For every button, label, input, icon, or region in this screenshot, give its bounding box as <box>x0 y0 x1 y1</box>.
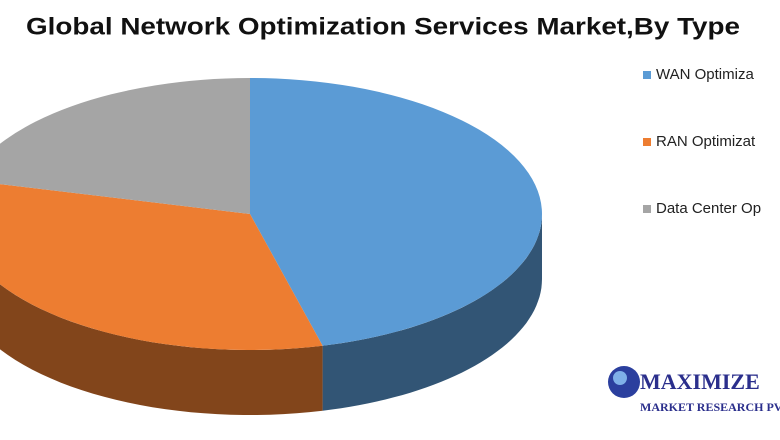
legend-swatch <box>643 205 651 213</box>
legend-swatch <box>643 138 651 146</box>
chart-title: Global Network Optimization Services Mar… <box>26 13 740 40</box>
pie-slice <box>0 184 323 350</box>
pie-slice <box>250 78 542 346</box>
slice-side <box>322 214 542 411</box>
legend-label: Data Center Op <box>656 200 761 217</box>
pie-slice <box>0 78 250 214</box>
slice-side <box>0 284 323 415</box>
logo-text: MAXIMIZE <box>640 369 760 394</box>
logo-subtext: MARKET RESEARCH PV <box>640 400 780 414</box>
legend-label: WAN Optimiza <box>656 66 754 83</box>
logo-globe-highlight <box>613 371 627 385</box>
logo: MAXIMIZE MARKET RESEARCH PV <box>608 366 780 414</box>
legend-swatch <box>643 71 651 79</box>
legend-label: RAN Optimizat <box>656 133 756 150</box>
